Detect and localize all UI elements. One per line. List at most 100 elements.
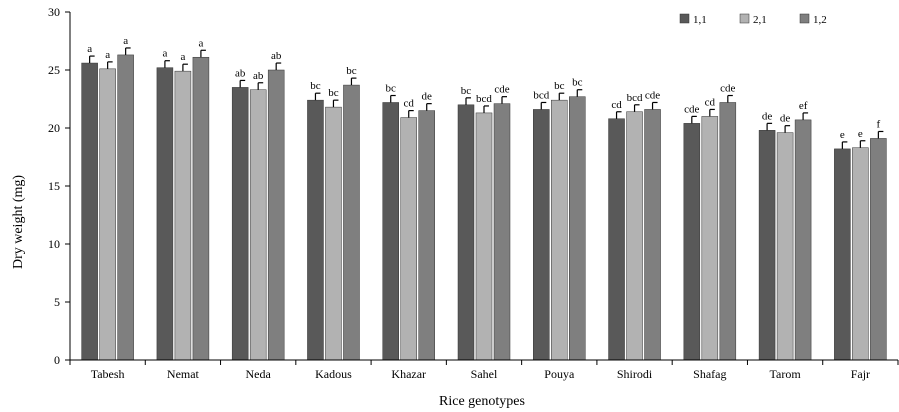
x-tick-label: Shirodi bbox=[617, 367, 653, 381]
significance-label: f bbox=[877, 118, 881, 130]
significance-label: bc bbox=[310, 80, 321, 92]
significance-label: ab bbox=[235, 67, 246, 79]
significance-label: bc bbox=[386, 83, 397, 95]
x-tick-label: Kadous bbox=[315, 367, 352, 381]
bar bbox=[683, 123, 701, 361]
error-bars-layer bbox=[89, 47, 884, 149]
legend-swatch bbox=[679, 13, 690, 24]
bar bbox=[192, 56, 210, 361]
bar bbox=[475, 112, 493, 361]
legend-label: 1,1 bbox=[693, 14, 707, 26]
bar bbox=[81, 62, 98, 361]
bar bbox=[719, 102, 737, 361]
x-tick-label: Nemat bbox=[167, 367, 200, 381]
significance-label: de bbox=[780, 113, 791, 125]
x-tick-label: Sahel bbox=[471, 367, 498, 381]
significance-label: e bbox=[858, 128, 863, 140]
bar bbox=[156, 67, 174, 361]
significance-label: a bbox=[198, 37, 203, 49]
legend: 1,1 2,1 1,2 bbox=[679, 13, 827, 26]
y-ticks-layer: 0 5 10 15 20 25 30 bbox=[48, 5, 70, 367]
significance-label: bc bbox=[328, 87, 339, 99]
bar bbox=[307, 99, 324, 361]
bar bbox=[343, 84, 360, 361]
bar bbox=[533, 109, 550, 361]
x-tick-label: Tarom bbox=[770, 367, 802, 381]
bar bbox=[231, 87, 249, 361]
bar bbox=[776, 132, 794, 361]
bar bbox=[418, 110, 435, 361]
bar bbox=[457, 104, 475, 361]
significance-label: cde bbox=[684, 103, 699, 115]
bar bbox=[608, 118, 625, 361]
bar bbox=[117, 54, 134, 361]
significance-label: de bbox=[422, 91, 433, 103]
bar bbox=[834, 148, 851, 361]
significance-label: ab bbox=[253, 70, 264, 82]
bar bbox=[174, 70, 192, 361]
bar bbox=[551, 99, 568, 361]
significance-label: cd bbox=[705, 96, 716, 108]
x-tick-label: Khazar bbox=[391, 367, 426, 381]
x-tick-label: Pouya bbox=[544, 367, 575, 381]
bar bbox=[870, 138, 887, 361]
bar bbox=[249, 89, 267, 361]
significance-label: a bbox=[123, 35, 128, 47]
x-tick-label: Neda bbox=[246, 367, 272, 381]
bar bbox=[569, 96, 586, 361]
legend-label: 2,1 bbox=[753, 14, 767, 26]
y-tick-label: 5 bbox=[54, 295, 60, 309]
significance-label: de bbox=[762, 110, 773, 122]
x-tick-label: Tabesh bbox=[91, 367, 125, 381]
significance-label: a bbox=[87, 43, 92, 55]
significance-label: bc bbox=[461, 85, 472, 97]
y-tick-label: 10 bbox=[48, 237, 60, 251]
significance-label: cde bbox=[720, 83, 735, 95]
x-ticks-layer: Tabesh Nemat Neda Kadous Khazar Sahel Pouya Shi… bbox=[69, 360, 899, 381]
significance-label: cde bbox=[494, 84, 509, 96]
bar bbox=[325, 106, 342, 361]
significance-label: bcd bbox=[627, 92, 643, 104]
significance-label: bc bbox=[572, 77, 583, 89]
significance-label: bcd bbox=[476, 93, 492, 105]
bar bbox=[758, 130, 776, 361]
significance-label: ab bbox=[271, 50, 282, 62]
x-tick-label: Shafag bbox=[693, 367, 726, 381]
significance-label: ef bbox=[799, 100, 808, 112]
significance-label: e bbox=[840, 129, 845, 141]
y-tick-label: 0 bbox=[54, 353, 60, 367]
bars-layer bbox=[81, 54, 887, 361]
legend-label: 1,2 bbox=[813, 14, 827, 26]
legend-swatch bbox=[739, 13, 750, 24]
x-axis-title: Rice genotypes bbox=[439, 394, 525, 409]
legend-swatch bbox=[799, 13, 810, 24]
x-tick-label: Fajr bbox=[851, 367, 870, 381]
significance-label: cde bbox=[645, 89, 660, 101]
significance-label: bcd bbox=[533, 89, 549, 101]
y-tick-label: 15 bbox=[48, 179, 60, 193]
significance-label: a bbox=[180, 51, 185, 63]
significance-label: bc bbox=[554, 80, 565, 92]
bar bbox=[701, 116, 719, 361]
significance-label: cd bbox=[404, 98, 415, 110]
significance-label: bc bbox=[346, 65, 357, 77]
bar bbox=[794, 119, 812, 361]
y-axis-title: Dry weight (mg) bbox=[11, 175, 26, 269]
bar bbox=[852, 147, 869, 361]
bar bbox=[644, 109, 661, 361]
bar bbox=[99, 68, 116, 361]
bar bbox=[382, 102, 399, 361]
significance-label: a bbox=[105, 49, 110, 61]
bar bbox=[267, 69, 285, 361]
significance-label: a bbox=[162, 48, 167, 60]
significance-label: cd bbox=[611, 99, 622, 111]
y-tick-label: 30 bbox=[48, 5, 60, 19]
bar bbox=[400, 117, 417, 361]
y-tick-label: 20 bbox=[48, 121, 60, 135]
bar bbox=[626, 111, 643, 361]
y-tick-label: 25 bbox=[48, 63, 60, 77]
bar bbox=[493, 103, 511, 361]
